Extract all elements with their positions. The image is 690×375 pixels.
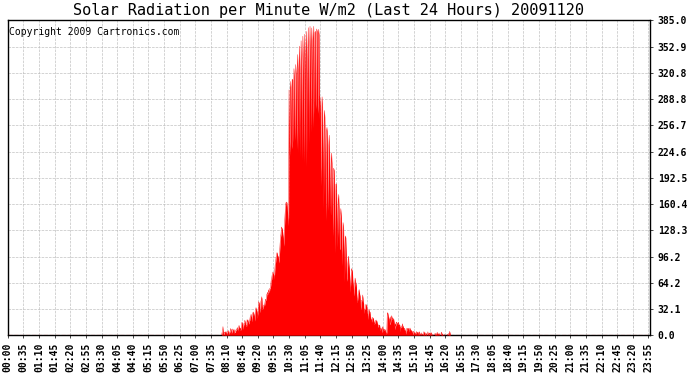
Title: Solar Radiation per Minute W/m2 (Last 24 Hours) 20091120: Solar Radiation per Minute W/m2 (Last 24… — [74, 3, 584, 18]
Text: Copyright 2009 Cartronics.com: Copyright 2009 Cartronics.com — [9, 27, 179, 37]
